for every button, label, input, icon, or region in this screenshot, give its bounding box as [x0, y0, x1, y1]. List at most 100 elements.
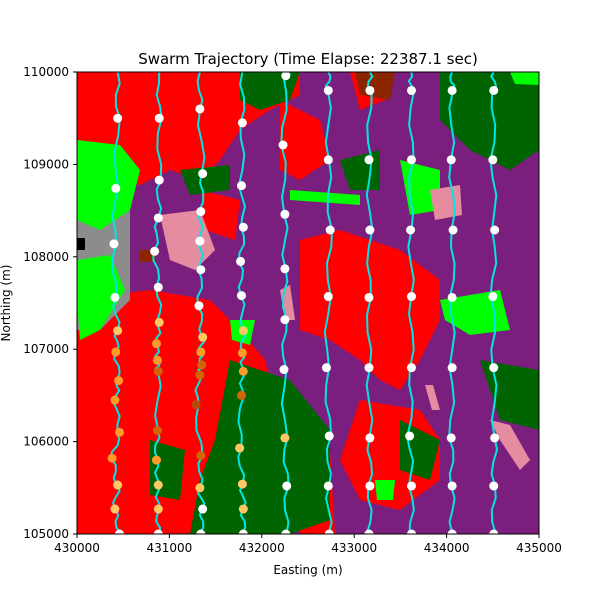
swarm-point — [447, 85, 457, 95]
swarm-point — [447, 481, 457, 491]
swarm-point — [113, 326, 123, 336]
swarm-point — [196, 347, 206, 357]
swarm-point — [406, 363, 416, 373]
swarm-point — [195, 483, 205, 493]
swarm-point — [152, 426, 162, 436]
swarm-point — [365, 481, 375, 491]
swarm-point — [282, 481, 292, 491]
swarm-point — [236, 256, 246, 266]
swarm-point — [154, 113, 164, 123]
swarm-point — [281, 71, 291, 81]
swarm-point — [238, 504, 248, 514]
y-tick-label: 108000 — [23, 250, 69, 264]
swarm-point — [405, 431, 415, 441]
swarm-point — [323, 155, 333, 165]
swarm-point — [111, 183, 121, 193]
y-tick-label: 109000 — [23, 157, 69, 171]
swarm-point — [151, 339, 161, 349]
x-tick-label: 430000 — [54, 541, 100, 555]
swarm-point — [153, 504, 163, 514]
swarm-point — [198, 504, 208, 514]
trajectory-line — [194, 72, 207, 534]
x-axis-ticks: 430000 431000 432000 433000 434000 435000 — [54, 534, 562, 555]
swarm-point — [196, 207, 206, 217]
swarm-point — [113, 113, 123, 123]
swarm-point — [448, 225, 458, 235]
swarm-point — [280, 209, 290, 219]
y-tick-label: 106000 — [23, 435, 69, 449]
swarm-point — [236, 291, 246, 301]
y-tick-label: 110000 — [23, 65, 69, 79]
swarm-point — [446, 433, 456, 443]
swarm-point — [488, 155, 498, 165]
y-tick-label: 107000 — [23, 342, 69, 356]
swarm-point — [490, 225, 500, 235]
swarm-point — [365, 225, 375, 235]
swarm-point — [195, 104, 205, 114]
swarm-point — [195, 236, 205, 246]
swarm-point — [111, 347, 121, 357]
x-tick-label: 433000 — [331, 541, 377, 555]
x-tick-label: 434000 — [424, 541, 470, 555]
swarm-point — [238, 326, 248, 336]
swarm-point — [488, 292, 498, 302]
x-tick-label: 432000 — [239, 541, 285, 555]
swarm-point — [153, 480, 163, 490]
swarm-point — [236, 181, 246, 191]
swarm-point — [109, 239, 119, 249]
land-cover-map — [77, 72, 539, 534]
swarm-points — [107, 71, 500, 539]
swarm-point — [406, 481, 416, 491]
trajectory-line — [109, 72, 123, 534]
swarm-point — [365, 433, 375, 443]
swarm-point — [195, 370, 205, 380]
swarm-point — [197, 360, 207, 370]
swarm-point — [364, 363, 374, 373]
swarm-point — [489, 363, 499, 373]
swarm-point — [191, 400, 201, 410]
swarm-point — [279, 365, 289, 375]
swarm-point — [364, 292, 374, 302]
swarm-point — [280, 315, 290, 325]
swarm-point — [110, 292, 120, 302]
swarm-point — [406, 85, 416, 95]
swarm-point — [280, 264, 290, 274]
x-tick-label: 435000 — [516, 541, 562, 555]
swarm-point — [153, 366, 163, 376]
swarm-point — [280, 433, 290, 443]
trajectory-line — [237, 72, 248, 534]
swarm-point — [110, 395, 120, 405]
swarm-point — [489, 85, 499, 95]
x-tick-label: 431000 — [146, 541, 192, 555]
swarm-point — [154, 175, 164, 185]
swarm-point — [324, 431, 334, 441]
swarm-point — [237, 118, 247, 128]
swarm-point — [194, 301, 204, 311]
swarm-point — [325, 225, 335, 235]
swarm-point — [237, 479, 247, 489]
swarm-point — [150, 246, 160, 256]
swarm-point — [152, 355, 162, 365]
swarm-point — [406, 155, 416, 165]
swarm-point — [321, 363, 331, 373]
swarm-point — [364, 155, 374, 165]
swarm-point — [490, 433, 500, 443]
x-axis-label: Easting (m) — [273, 563, 342, 577]
swarm-point — [278, 140, 288, 150]
swarm-point — [236, 390, 246, 400]
swarm-point — [406, 225, 416, 235]
swarm-point — [196, 265, 206, 275]
trajectory-line — [280, 72, 292, 534]
swarm-point — [489, 481, 499, 491]
swarm-point — [110, 504, 120, 514]
swarm-point — [447, 363, 457, 373]
swarm-point — [238, 366, 248, 376]
swarm-point — [235, 443, 245, 453]
swarm-point — [196, 450, 206, 460]
swarm-point — [115, 427, 125, 437]
swarm-point — [107, 453, 117, 463]
plot-frame — [76, 71, 540, 535]
swarm-point — [151, 455, 161, 465]
swarm-point — [153, 213, 163, 223]
swarm-point — [114, 376, 124, 386]
